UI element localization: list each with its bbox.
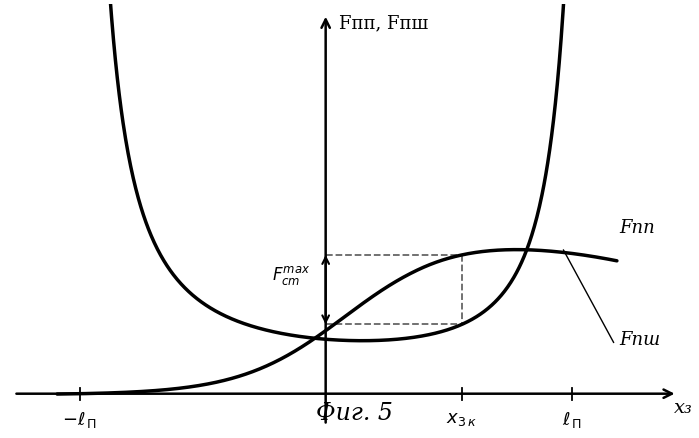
Text: Fпп, Fпш: Fпп, Fпш	[339, 14, 428, 32]
Text: $x_{3\,к}$: $x_{3\,к}$	[447, 410, 477, 427]
Text: $\ell_{\,\Pi}$: $\ell_{\,\Pi}$	[561, 410, 582, 430]
Text: $F_{cm}^{max}$: $F_{cm}^{max}$	[273, 264, 310, 286]
Text: x₃: x₃	[674, 399, 693, 417]
Text: Фиг. 5: Фиг. 5	[315, 403, 392, 425]
Text: Fпш: Fпш	[619, 331, 660, 349]
Text: Fпп: Fпп	[619, 219, 654, 237]
Text: $-\ell_{\,\Pi}$: $-\ell_{\,\Pi}$	[62, 410, 97, 430]
